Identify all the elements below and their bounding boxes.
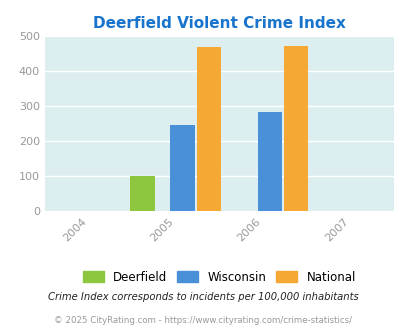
Bar [130, 176, 154, 211]
Legend: Deerfield, Wisconsin, National: Deerfield, Wisconsin, National [78, 266, 360, 288]
Bar [196, 47, 220, 211]
Bar [257, 112, 281, 211]
Text: Crime Index corresponds to incidents per 100,000 inhabitants: Crime Index corresponds to incidents per… [47, 292, 358, 302]
Title: Deerfield Violent Crime Index: Deerfield Violent Crime Index [93, 16, 345, 31]
Bar [283, 46, 307, 211]
Bar [170, 125, 194, 211]
Text: © 2025 CityRating.com - https://www.cityrating.com/crime-statistics/: © 2025 CityRating.com - https://www.city… [54, 315, 351, 325]
